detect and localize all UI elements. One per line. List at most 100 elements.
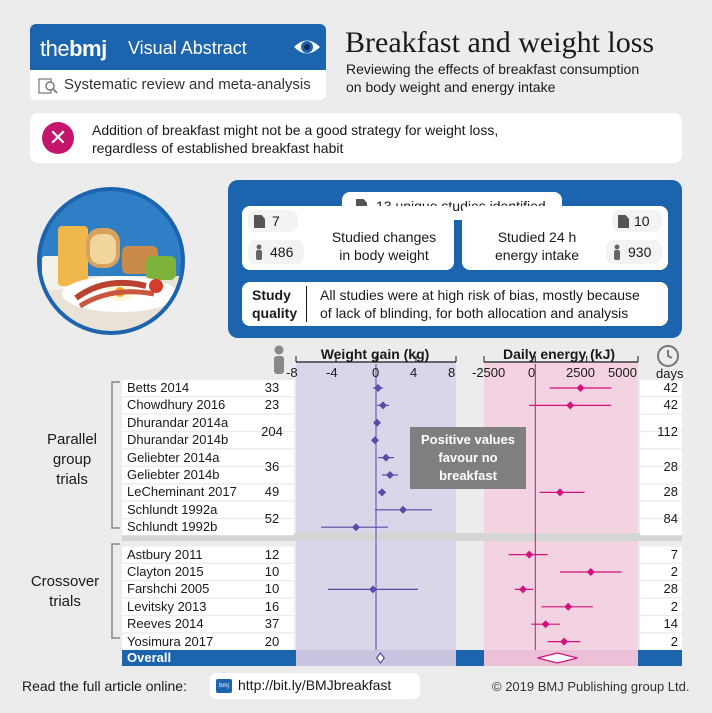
participant-count: 204 [261, 423, 283, 439]
weight-point [374, 384, 382, 392]
study-quality-label-line-2: quality [252, 305, 298, 321]
study-name: Dhurandar 2014a [127, 414, 229, 430]
person-icon [256, 244, 262, 260]
crossover-group-label: Crossover trials [18, 572, 112, 612]
weight-point [379, 401, 387, 410]
group-label-line: trials [49, 593, 81, 610]
study-quality-text: All studies were at high risk of bias, m… [320, 286, 640, 322]
bmj-logo: thebmj [40, 36, 107, 61]
group-label-line: Crossover [30, 573, 100, 590]
study-quality-label: Study quality [252, 286, 297, 322]
person-column-icon [274, 345, 284, 374]
quality-text-line-2: of lack of blinding, for both allocation… [320, 305, 629, 321]
clock-icon [657, 345, 679, 367]
energy-tick-label: 2500 [566, 365, 595, 380]
article-link-text[interactable]: http://bit.ly/BMJbreakfast [238, 677, 392, 693]
study-row-bg [122, 519, 294, 536]
days-row-bg [640, 616, 682, 633]
divider [306, 286, 307, 322]
study-row-bg [122, 397, 294, 414]
article-link[interactable]: bmj http://bit.ly/BMJbreakfast [210, 673, 420, 699]
summary-panel: 13 unique studies identified 7 486 Studi… [228, 180, 682, 338]
study-name: Schlundt 1992b [127, 519, 218, 535]
key-finding-box: ✕ Addition of breakfast might not be a g… [30, 113, 682, 163]
crossover-bracket [111, 543, 120, 639]
participant-count: 36 [264, 458, 280, 474]
study-row-bg [122, 501, 294, 518]
read-article-label: Read the full article online: [22, 678, 187, 694]
days-value: 14 [663, 616, 678, 632]
bmj-mini-logo: bmj [216, 679, 232, 693]
divider-band [122, 533, 682, 541]
weight-point [386, 471, 394, 479]
weight-studies-label: Studied changes in body weight [320, 228, 448, 264]
study-quality-label-line-1: Study [252, 287, 291, 303]
energy-point [586, 568, 595, 576]
document-icon [356, 199, 367, 212]
visual-abstract-label: Visual Abstract [128, 38, 247, 58]
page-title: Breakfast and weight loss [345, 26, 655, 59]
participant-count: 52 [264, 510, 280, 526]
copyright: © 2019 BMJ Publishing group Ltd. [492, 679, 690, 694]
study-row-bg [122, 449, 294, 466]
days-row-bg [640, 519, 682, 536]
header-bar: thebmj Visual Abstract [30, 24, 326, 70]
overall-energy-diamond [537, 652, 578, 664]
description-line-1: Reviewing the effects of breakfast consu… [346, 61, 640, 77]
days-value: 2 [670, 564, 678, 579]
days-row-bg [640, 380, 682, 396]
days-row-bg [640, 501, 682, 518]
weight-point [369, 585, 377, 594]
energy-studies-label: Studied 24 h energy intake [472, 228, 602, 264]
days-row-bg [640, 581, 682, 598]
study-row-bg [122, 633, 294, 650]
energy-label-line-2: energy intake [494, 247, 580, 263]
energy-tick-label: 5000 [608, 365, 637, 380]
weight-tick-label: -4 [326, 365, 338, 380]
days-row-bg [640, 414, 682, 431]
overall-weight-diamond [375, 651, 385, 665]
weight-participant-badge: 486 [248, 240, 304, 264]
weight-point [371, 436, 379, 445]
weight-axis-label: Weight gain (kg) [320, 346, 430, 362]
days-value: 84 [663, 510, 678, 526]
weight-label-line-1: Studied changes [331, 229, 437, 245]
participant-count: 33 [264, 380, 280, 395]
annotation-box: Positive values favour no breakfast [410, 427, 526, 489]
days-value: 7 [670, 546, 678, 562]
energy-studies-pill: 10 930 Studied 24 h energy intake [462, 206, 668, 270]
energy-participant-badge: 930 [606, 240, 662, 264]
study-name: Yosimura 2017 [127, 633, 214, 649]
days-value: 42 [663, 397, 678, 413]
forest-plot [111, 356, 682, 666]
weight-tick-label: 4 [410, 365, 418, 380]
energy-point [564, 602, 573, 611]
overall-label: Overall [127, 650, 172, 665]
energy-point [519, 585, 528, 594]
weight-point [382, 453, 390, 462]
study-row-bg [122, 380, 294, 396]
annotation-line: favour no [438, 450, 498, 465]
group-label-line: group [52, 451, 92, 468]
energy-point [525, 550, 534, 559]
energy-study-count: 10 [634, 213, 650, 229]
energy-participant-count: 930 [628, 244, 652, 260]
annotation-line: breakfast [439, 468, 497, 483]
study-name: Reeves 2014 [127, 616, 204, 632]
annotation-line: Positive values [421, 432, 515, 447]
study-row-bg [122, 414, 294, 431]
energy-tick-label: -2500 [472, 365, 506, 380]
breakfast-illustration [37, 187, 185, 335]
energy-study-count-badge: 10 [612, 210, 662, 232]
energy-point [560, 637, 569, 646]
participant-count: 37 [264, 616, 280, 632]
study-row-bg [122, 467, 294, 483]
energy-point [566, 401, 575, 410]
document-icon [254, 215, 265, 228]
participant-count: 12 [264, 546, 280, 562]
study-name: Betts 2014 [127, 380, 190, 395]
study-name: Dhurandar 2014b [127, 432, 229, 448]
weight-study-count-badge: 7 [248, 210, 298, 232]
days-row-bg [640, 432, 682, 449]
weight-tick-label: 8 [448, 365, 456, 380]
